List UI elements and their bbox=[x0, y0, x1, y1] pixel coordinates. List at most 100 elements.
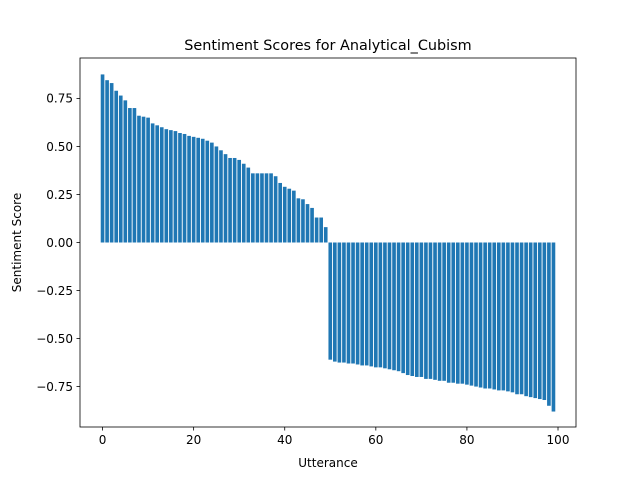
bar-utterance-23 bbox=[205, 140, 210, 243]
y-tick-label: −0.50 bbox=[36, 332, 73, 346]
bar-utterance-92 bbox=[519, 242, 524, 395]
x-tick-label: 0 bbox=[99, 433, 107, 447]
bar-utterance-20 bbox=[191, 136, 196, 243]
x-tick-label: 20 bbox=[186, 433, 201, 447]
bar-utterance-21 bbox=[196, 137, 201, 243]
bar-utterance-19 bbox=[187, 135, 191, 243]
bar-utterance-38 bbox=[273, 176, 278, 243]
bar-utterance-10 bbox=[146, 117, 150, 243]
bar-utterance-5 bbox=[123, 100, 128, 243]
bar-utterance-64 bbox=[392, 242, 396, 371]
bar-utterance-81 bbox=[469, 242, 474, 386]
bar-utterance-62 bbox=[383, 242, 387, 369]
bar-utterance-1 bbox=[105, 80, 109, 243]
bar-utterance-0 bbox=[100, 74, 105, 243]
y-tick-label: −0.25 bbox=[36, 284, 73, 298]
bar-utterance-41 bbox=[287, 188, 292, 243]
bar-utterance-54 bbox=[346, 242, 351, 364]
bar-utterance-14 bbox=[164, 129, 169, 243]
bar-utterance-79 bbox=[460, 242, 465, 384]
bar-utterance-90 bbox=[510, 242, 515, 393]
bar-utterance-77 bbox=[451, 242, 456, 383]
bar-utterance-44 bbox=[301, 199, 305, 243]
bar-utterance-39 bbox=[278, 182, 282, 243]
bar-utterance-15 bbox=[169, 130, 173, 243]
bar-utterance-47 bbox=[314, 217, 319, 243]
bar-utterance-3 bbox=[114, 90, 119, 243]
bar-utterance-68 bbox=[410, 242, 415, 377]
bar-utterance-84 bbox=[483, 242, 487, 389]
bar-utterance-42 bbox=[292, 190, 296, 243]
bar-utterance-13 bbox=[159, 127, 164, 243]
bar-utterance-86 bbox=[492, 242, 497, 390]
bar-utterance-76 bbox=[446, 242, 451, 383]
bar-utterance-67 bbox=[405, 242, 410, 376]
bar-utterance-58 bbox=[364, 242, 369, 366]
x-tick-label: 80 bbox=[459, 433, 474, 447]
bar-utterance-7 bbox=[132, 108, 137, 243]
bar-utterance-28 bbox=[228, 157, 232, 243]
bar-utterance-66 bbox=[401, 242, 405, 374]
bar-utterance-51 bbox=[333, 242, 337, 362]
bar-utterance-26 bbox=[219, 150, 223, 243]
y-axis-label: Sentiment Score bbox=[10, 193, 24, 292]
bar-utterance-36 bbox=[264, 173, 269, 243]
bar-utterance-48 bbox=[319, 217, 323, 243]
bar-utterance-33 bbox=[251, 173, 255, 243]
bar-utterance-50 bbox=[328, 242, 333, 360]
bar-utterance-53 bbox=[342, 242, 346, 363]
bar-series bbox=[100, 74, 556, 412]
bar-utterance-91 bbox=[515, 242, 519, 395]
bar-utterance-72 bbox=[428, 242, 433, 379]
bar-utterance-40 bbox=[282, 186, 287, 243]
bar-utterance-52 bbox=[337, 242, 342, 363]
bar-utterance-70 bbox=[419, 242, 424, 377]
bar-utterance-93 bbox=[524, 242, 528, 397]
bar-utterance-69 bbox=[414, 242, 419, 377]
bar-utterance-2 bbox=[109, 83, 114, 243]
x-axis-ticks: 0 20 40 60 80 100 bbox=[99, 427, 569, 447]
bar-utterance-98 bbox=[547, 242, 551, 406]
y-tick-label: 0.50 bbox=[46, 140, 73, 154]
bar-utterance-24 bbox=[210, 142, 214, 243]
bar-utterance-29 bbox=[232, 157, 237, 243]
y-tick-label: −0.75 bbox=[36, 380, 73, 394]
bar-utterance-59 bbox=[369, 242, 374, 367]
bar-utterance-71 bbox=[424, 242, 428, 379]
bar-utterance-74 bbox=[437, 242, 442, 381]
bar-utterance-55 bbox=[351, 242, 355, 364]
bar-utterance-87 bbox=[496, 242, 501, 391]
bar-utterance-85 bbox=[487, 242, 492, 389]
bar-utterance-82 bbox=[474, 242, 478, 387]
bar-utterance-11 bbox=[150, 123, 155, 243]
bar-utterance-18 bbox=[182, 133, 187, 243]
bar-utterance-63 bbox=[387, 242, 392, 370]
bar-utterance-4 bbox=[118, 95, 123, 243]
bar-utterance-9 bbox=[141, 116, 146, 243]
bar-utterance-27 bbox=[223, 154, 228, 243]
bar-utterance-49 bbox=[323, 227, 328, 243]
bar-utterance-57 bbox=[360, 242, 364, 366]
bar-utterance-22 bbox=[200, 138, 205, 243]
bar-utterance-94 bbox=[528, 242, 533, 398]
bar-utterance-99 bbox=[551, 242, 556, 412]
bar-utterance-95 bbox=[533, 242, 538, 399]
bar-utterance-61 bbox=[378, 242, 383, 368]
bar-utterance-80 bbox=[465, 242, 469, 385]
bar-utterance-25 bbox=[214, 146, 219, 243]
bar-utterance-73 bbox=[433, 242, 437, 380]
bar-utterance-56 bbox=[355, 242, 360, 365]
bar-utterance-16 bbox=[173, 131, 178, 243]
x-tick-label: 40 bbox=[277, 433, 292, 447]
bar-utterance-32 bbox=[246, 167, 251, 243]
bar-utterance-65 bbox=[396, 242, 401, 372]
bar-utterance-60 bbox=[374, 242, 378, 368]
bar-utterance-34 bbox=[255, 173, 260, 243]
x-tick-label: 60 bbox=[368, 433, 383, 447]
bar-utterance-96 bbox=[537, 242, 542, 400]
bar-utterance-6 bbox=[128, 108, 132, 243]
bar-utterance-78 bbox=[455, 242, 460, 384]
bar-utterance-17 bbox=[178, 133, 182, 243]
bar-utterance-43 bbox=[296, 198, 301, 243]
